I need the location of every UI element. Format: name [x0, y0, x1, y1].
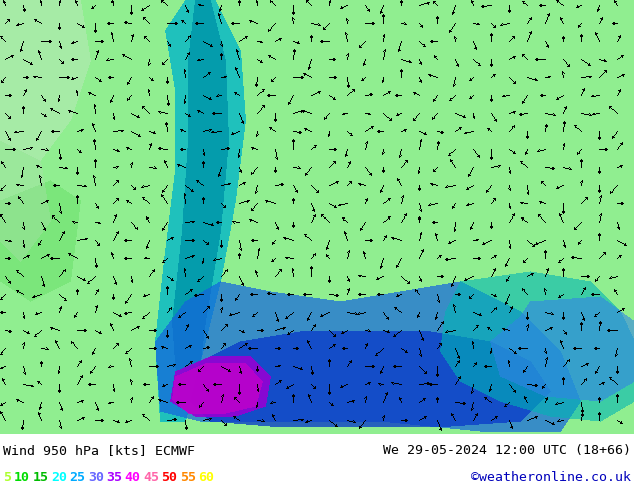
Text: 25: 25: [69, 471, 86, 484]
Text: 30: 30: [87, 471, 104, 484]
Text: 55: 55: [180, 471, 196, 484]
Text: 50: 50: [162, 471, 178, 484]
Text: 5: 5: [3, 471, 11, 484]
Text: 20: 20: [51, 471, 67, 484]
Text: 15: 15: [32, 471, 49, 484]
Text: ©weatheronline.co.uk: ©weatheronline.co.uk: [471, 471, 631, 484]
Text: 10: 10: [14, 471, 30, 484]
Text: We 29-05-2024 12:00 UTC (18+66): We 29-05-2024 12:00 UTC (18+66): [383, 444, 631, 457]
Text: 60: 60: [198, 471, 214, 484]
Text: 45: 45: [143, 471, 159, 484]
Text: 40: 40: [125, 471, 141, 484]
Text: Wind 950 hPa [kts] ECMWF: Wind 950 hPa [kts] ECMWF: [3, 444, 195, 457]
Text: 35: 35: [107, 471, 122, 484]
